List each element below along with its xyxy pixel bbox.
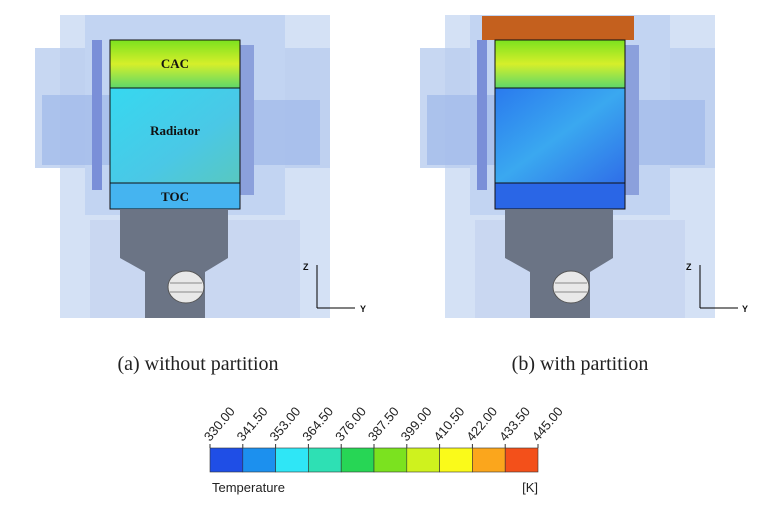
- tick-label: 341.50: [234, 404, 271, 444]
- axis-label: Z: [686, 262, 692, 272]
- caption: (a) without partition: [117, 353, 278, 375]
- cac-core: [494, 39, 626, 89]
- tick-label: 422.00: [463, 404, 500, 444]
- component-label: TOC: [161, 189, 189, 204]
- colorbar-segment: [209, 447, 244, 473]
- tick-label: 433.50: [496, 404, 533, 444]
- toc-core: [494, 182, 626, 210]
- tick-label: 353.00: [266, 404, 303, 444]
- colorbar-segment: [439, 447, 473, 473]
- axis-label: Y: [360, 304, 366, 314]
- axis-label: Z: [303, 262, 309, 272]
- tick-label: 445.00: [529, 404, 566, 444]
- tick-label: 376.00: [332, 404, 369, 444]
- tick-label: 387.50: [365, 404, 402, 444]
- tick-label: 410.50: [430, 404, 467, 444]
- tick-label: 330.00: [201, 404, 238, 444]
- colorbar-segment: [406, 447, 440, 473]
- toc-core: [109, 182, 241, 210]
- panel-a: CAC Radiator TOC Z Y (a) without partiti…: [34, 14, 366, 375]
- radiator-core: [494, 87, 626, 184]
- colorbar-segment: [340, 447, 375, 473]
- tick-label: 364.50: [299, 404, 336, 444]
- colorbar-title: Temperature: [212, 480, 285, 495]
- colorbar: Temperature [K] 330.00341.50353.00364.50…: [201, 404, 566, 495]
- tick-label: 399.00: [398, 404, 435, 444]
- colorbar-segment: [275, 447, 309, 473]
- radiator-core: [109, 87, 241, 184]
- colorbar-segment: [472, 447, 506, 473]
- component-label: Radiator: [150, 123, 200, 138]
- colorbar-unit: [K]: [522, 480, 538, 495]
- cac-core: [109, 39, 241, 89]
- colorbar-segment: [242, 447, 276, 473]
- colorbar-segment: [308, 447, 342, 473]
- caption: (b) with partition: [512, 353, 649, 375]
- panel-b: Z Y (b) with partition: [419, 14, 748, 375]
- axis-icon: Z Y: [686, 262, 748, 314]
- component-label: CAC: [161, 56, 189, 71]
- axis-icon: Z Y: [303, 262, 366, 314]
- colorbar-segment: [373, 447, 408, 473]
- colorbar-segment: [504, 447, 539, 473]
- axis-label: Y: [742, 304, 748, 314]
- partition: [482, 16, 634, 40]
